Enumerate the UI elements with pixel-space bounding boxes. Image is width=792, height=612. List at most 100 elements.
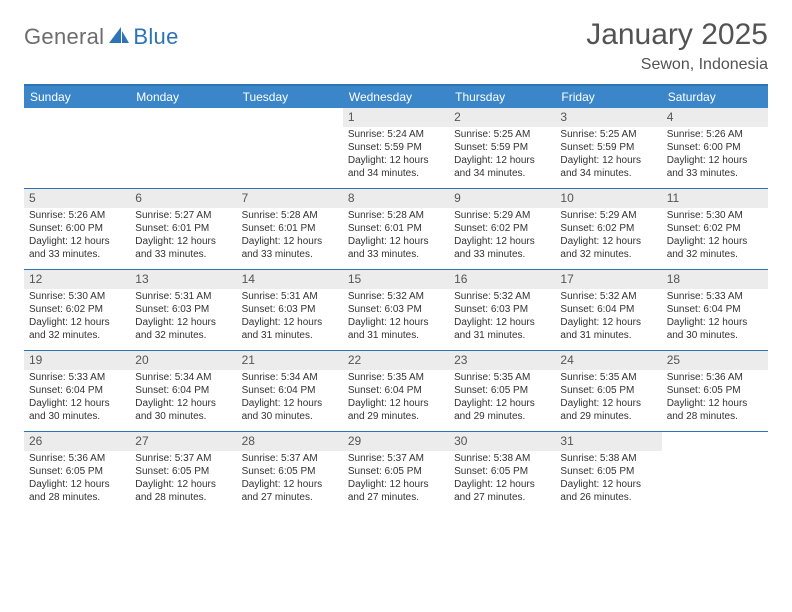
day-details: Sunrise: 5:26 AMSunset: 6:00 PMDaylight:… — [662, 127, 768, 184]
daylight-line: and 30 minutes. — [242, 411, 338, 424]
day-number: 3 — [555, 108, 661, 127]
daylight-line: and 32 minutes. — [667, 249, 763, 262]
day-number: 31 — [555, 432, 661, 451]
day-number: 30 — [449, 432, 555, 451]
day-details: Sunrise: 5:30 AMSunset: 6:02 PMDaylight:… — [662, 208, 768, 265]
daylight-line: Daylight: 12 hours — [454, 398, 550, 411]
daylight-line: and 27 minutes. — [348, 492, 444, 505]
day-cell: 22Sunrise: 5:35 AMSunset: 6:04 PMDayligh… — [343, 351, 449, 431]
day-cell: 16Sunrise: 5:32 AMSunset: 6:03 PMDayligh… — [449, 270, 555, 350]
day-cell: 24Sunrise: 5:35 AMSunset: 6:05 PMDayligh… — [555, 351, 661, 431]
sunset-line: Sunset: 6:01 PM — [242, 223, 338, 236]
sunset-line: Sunset: 5:59 PM — [348, 142, 444, 155]
day-number: 7 — [237, 189, 343, 208]
sunrise-line: Sunrise: 5:29 AM — [560, 210, 656, 223]
daylight-line: and 31 minutes. — [348, 330, 444, 343]
sunrise-line: Sunrise: 5:25 AM — [560, 129, 656, 142]
daylight-line: and 32 minutes. — [560, 249, 656, 262]
sunrise-line: Sunrise: 5:30 AM — [667, 210, 763, 223]
daylight-line: and 33 minutes. — [667, 168, 763, 181]
sunset-line: Sunset: 6:01 PM — [135, 223, 231, 236]
daylight-line: and 27 minutes. — [242, 492, 338, 505]
day-cell: 29Sunrise: 5:37 AMSunset: 6:05 PMDayligh… — [343, 432, 449, 512]
sunrise-line: Sunrise: 5:37 AM — [242, 453, 338, 466]
sail-icon — [107, 25, 131, 50]
day-details: Sunrise: 5:27 AMSunset: 6:01 PMDaylight:… — [130, 208, 236, 265]
day-cell: 4Sunrise: 5:26 AMSunset: 6:00 PMDaylight… — [662, 108, 768, 188]
sunset-line: Sunset: 5:59 PM — [454, 142, 550, 155]
day-details: Sunrise: 5:35 AMSunset: 6:05 PMDaylight:… — [449, 370, 555, 427]
day-number: 18 — [662, 270, 768, 289]
sunrise-line: Sunrise: 5:37 AM — [348, 453, 444, 466]
sunset-line: Sunset: 6:04 PM — [560, 304, 656, 317]
daylight-line: Daylight: 12 hours — [242, 398, 338, 411]
day-cell: 20Sunrise: 5:34 AMSunset: 6:04 PMDayligh… — [130, 351, 236, 431]
day-details: Sunrise: 5:29 AMSunset: 6:02 PMDaylight:… — [449, 208, 555, 265]
weekday-header: Friday — [555, 86, 661, 108]
sunset-line: Sunset: 6:05 PM — [135, 466, 231, 479]
sunset-line: Sunset: 6:05 PM — [667, 385, 763, 398]
daylight-line: Daylight: 12 hours — [135, 398, 231, 411]
sunrise-line: Sunrise: 5:31 AM — [135, 291, 231, 304]
day-details: Sunrise: 5:30 AMSunset: 6:02 PMDaylight:… — [24, 289, 130, 346]
sunset-line: Sunset: 6:05 PM — [454, 466, 550, 479]
day-details: Sunrise: 5:37 AMSunset: 6:05 PMDaylight:… — [237, 451, 343, 508]
daylight-line: Daylight: 12 hours — [667, 398, 763, 411]
sunset-line: Sunset: 6:03 PM — [135, 304, 231, 317]
sunrise-line: Sunrise: 5:35 AM — [454, 372, 550, 385]
sunrise-line: Sunrise: 5:36 AM — [29, 453, 125, 466]
day-number: 23 — [449, 351, 555, 370]
daylight-line: Daylight: 12 hours — [560, 155, 656, 168]
day-cell — [662, 432, 768, 512]
day-number: 17 — [555, 270, 661, 289]
day-cell: 2Sunrise: 5:25 AMSunset: 5:59 PMDaylight… — [449, 108, 555, 188]
day-number: 8 — [343, 189, 449, 208]
day-details: Sunrise: 5:25 AMSunset: 5:59 PMDaylight:… — [449, 127, 555, 184]
day-cell: 9Sunrise: 5:29 AMSunset: 6:02 PMDaylight… — [449, 189, 555, 269]
daylight-line: and 32 minutes. — [135, 330, 231, 343]
sunrise-line: Sunrise: 5:35 AM — [560, 372, 656, 385]
daylight-line: and 32 minutes. — [29, 330, 125, 343]
day-details: Sunrise: 5:34 AMSunset: 6:04 PMDaylight:… — [237, 370, 343, 427]
day-details: Sunrise: 5:28 AMSunset: 6:01 PMDaylight:… — [343, 208, 449, 265]
sunrise-line: Sunrise: 5:30 AM — [29, 291, 125, 304]
daylight-line: and 30 minutes. — [135, 411, 231, 424]
daylight-line: Daylight: 12 hours — [29, 236, 125, 249]
day-cell: 5Sunrise: 5:26 AMSunset: 6:00 PMDaylight… — [24, 189, 130, 269]
sunrise-line: Sunrise: 5:32 AM — [560, 291, 656, 304]
daylight-line: Daylight: 12 hours — [560, 398, 656, 411]
day-number: 19 — [24, 351, 130, 370]
day-number: 5 — [24, 189, 130, 208]
sunrise-line: Sunrise: 5:25 AM — [454, 129, 550, 142]
sunset-line: Sunset: 6:05 PM — [560, 385, 656, 398]
day-details: Sunrise: 5:24 AMSunset: 5:59 PMDaylight:… — [343, 127, 449, 184]
sunset-line: Sunset: 6:04 PM — [242, 385, 338, 398]
daylight-line: and 33 minutes. — [454, 249, 550, 262]
day-number: 22 — [343, 351, 449, 370]
sunrise-line: Sunrise: 5:37 AM — [135, 453, 231, 466]
day-details: Sunrise: 5:31 AMSunset: 6:03 PMDaylight:… — [237, 289, 343, 346]
day-details: Sunrise: 5:35 AMSunset: 6:04 PMDaylight:… — [343, 370, 449, 427]
daylight-line: Daylight: 12 hours — [29, 317, 125, 330]
day-number: 12 — [24, 270, 130, 289]
daylight-line: Daylight: 12 hours — [135, 236, 231, 249]
day-number: 27 — [130, 432, 236, 451]
sunset-line: Sunset: 6:04 PM — [29, 385, 125, 398]
day-details: Sunrise: 5:29 AMSunset: 6:02 PMDaylight:… — [555, 208, 661, 265]
sunset-line: Sunset: 5:59 PM — [560, 142, 656, 155]
day-cell: 15Sunrise: 5:32 AMSunset: 6:03 PMDayligh… — [343, 270, 449, 350]
day-details: Sunrise: 5:26 AMSunset: 6:00 PMDaylight:… — [24, 208, 130, 265]
day-number: 2 — [449, 108, 555, 127]
day-cell: 21Sunrise: 5:34 AMSunset: 6:04 PMDayligh… — [237, 351, 343, 431]
sunset-line: Sunset: 6:02 PM — [29, 304, 125, 317]
day-number: 29 — [343, 432, 449, 451]
day-details: Sunrise: 5:38 AMSunset: 6:05 PMDaylight:… — [449, 451, 555, 508]
day-cell: 8Sunrise: 5:28 AMSunset: 6:01 PMDaylight… — [343, 189, 449, 269]
location-label: Sewon, Indonesia — [586, 56, 768, 74]
sunrise-line: Sunrise: 5:31 AM — [242, 291, 338, 304]
day-cell — [237, 108, 343, 188]
sunrise-line: Sunrise: 5:29 AM — [454, 210, 550, 223]
sunrise-line: Sunrise: 5:32 AM — [348, 291, 444, 304]
week-row: 26Sunrise: 5:36 AMSunset: 6:05 PMDayligh… — [24, 432, 768, 512]
day-details: Sunrise: 5:37 AMSunset: 6:05 PMDaylight:… — [343, 451, 449, 508]
